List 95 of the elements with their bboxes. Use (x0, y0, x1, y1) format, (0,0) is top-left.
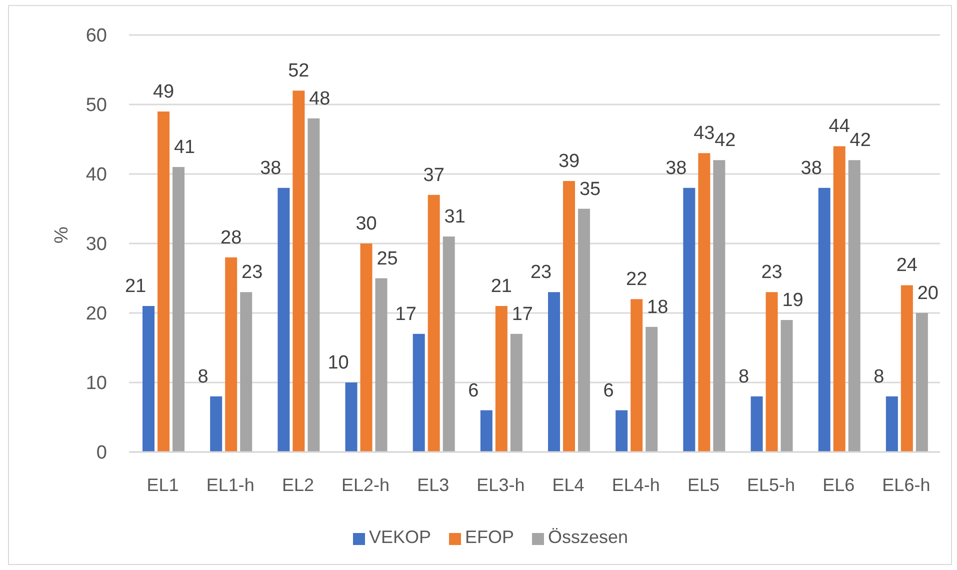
bar (375, 278, 388, 452)
y-tick-label: 20 (86, 304, 107, 325)
bar (750, 396, 763, 452)
y-tick-label: 30 (86, 234, 107, 256)
data-label: 42 (850, 130, 871, 152)
data-label: 23 (242, 262, 263, 284)
y-tick-label: 0 (96, 442, 107, 464)
data-label: 6 (603, 380, 614, 402)
bar (292, 90, 305, 452)
bar (916, 313, 928, 452)
data-label: 8 (198, 366, 208, 388)
bar (548, 292, 560, 452)
data-label: 24 (896, 255, 918, 276)
x-tick-label: EL3-h (476, 474, 525, 495)
bar (780, 320, 793, 452)
data-label: 23 (761, 262, 782, 284)
data-label: 21 (124, 276, 146, 298)
bar (495, 306, 508, 452)
data-label: 48 (309, 88, 330, 110)
bar (308, 118, 320, 452)
bar (698, 153, 710, 452)
bar (766, 292, 778, 452)
x-tick-label: EL2-h (342, 474, 390, 495)
data-label: 8 (738, 366, 750, 388)
x-tick-label: EL1 (146, 474, 179, 495)
data-label: 43 (694, 123, 715, 144)
bar (480, 410, 492, 452)
data-label: 22 (626, 269, 648, 290)
x-tick-label: EL2 (282, 474, 314, 495)
legend-label: VEKOP (368, 527, 431, 547)
data-label: 38 (800, 158, 822, 179)
y-tick-label: 10 (86, 373, 107, 394)
bar (278, 188, 290, 452)
x-tick-label: EL3 (417, 474, 450, 495)
data-label: 39 (558, 150, 580, 172)
bar (848, 160, 860, 452)
bar (360, 244, 372, 452)
bar (345, 382, 358, 452)
bar (900, 285, 913, 452)
y-tick-label: 50 (86, 95, 107, 116)
y-tick-label: 40 (86, 164, 107, 186)
legend-label: EFOP (464, 527, 514, 547)
y-axis-title: % (52, 226, 73, 244)
y-tick-label: 60 (86, 26, 107, 47)
data-label: 25 (376, 248, 398, 270)
bar (630, 299, 643, 452)
data-label: 23 (530, 262, 552, 284)
bar (172, 167, 185, 452)
data-label: 17 (512, 304, 534, 325)
legend-label: Összesen (548, 527, 628, 547)
bar (158, 111, 170, 452)
bar (412, 334, 425, 452)
bar (225, 257, 238, 452)
data-label: 10 (328, 352, 349, 374)
x-tick-label: EL1-h (206, 474, 254, 495)
x-tick-label: EL6 (822, 474, 855, 495)
bar (210, 396, 222, 452)
data-label: 44 (828, 116, 850, 138)
data-label: 30 (356, 214, 377, 234)
bar (818, 188, 830, 452)
x-tick-label: EL4-h (612, 474, 660, 495)
data-label: 42 (714, 130, 736, 152)
data-label: 38 (666, 158, 687, 179)
bar (142, 306, 155, 452)
bar (683, 188, 696, 452)
data-label: 20 (917, 283, 939, 304)
bar (442, 236, 455, 452)
data-label: 52 (288, 60, 310, 82)
data-label: 49 (152, 81, 174, 102)
bar (616, 410, 628, 452)
bar (646, 326, 658, 452)
data-label: 21 (490, 276, 512, 298)
x-tick-label: EL5 (687, 474, 720, 495)
x-tick-label: EL5-h (747, 474, 796, 495)
data-label: 17 (395, 304, 416, 325)
x-tick-label: EL4 (552, 474, 584, 495)
x-tick-label: EL6-h (882, 474, 930, 495)
data-label: 19 (782, 290, 804, 311)
data-label: 35 (579, 178, 601, 200)
data-label: 6 (468, 380, 479, 402)
data-label: 38 (260, 158, 282, 179)
data-label: 41 (174, 137, 196, 158)
data-label: 18 (647, 296, 668, 318)
bar (428, 194, 440, 452)
bar (713, 160, 726, 452)
data-label: 37 (423, 164, 444, 186)
bar (563, 180, 576, 452)
bar (240, 292, 252, 452)
data-label: 31 (444, 206, 466, 228)
bar (833, 146, 846, 452)
bar (510, 334, 522, 452)
bar (886, 396, 898, 452)
bar (578, 208, 590, 452)
data-label: 8 (874, 366, 884, 388)
data-label: 28 (220, 227, 242, 248)
